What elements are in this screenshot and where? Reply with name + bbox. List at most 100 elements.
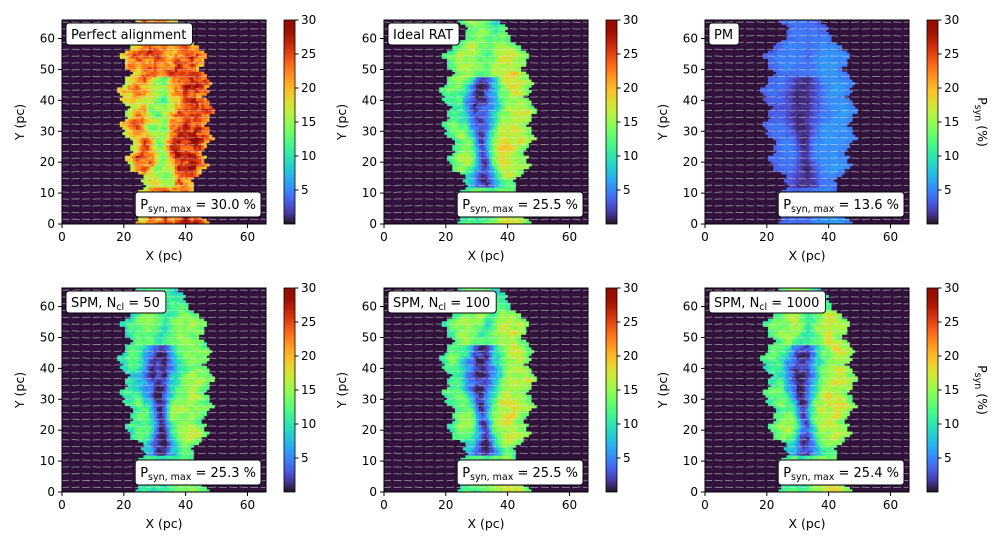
axes-frame <box>704 287 910 493</box>
y-tick-label: 60 <box>362 32 377 46</box>
panel-title-badge: Perfect alignment <box>65 22 193 46</box>
y-tick-label: 60 <box>40 300 55 314</box>
x-tick-label: 60 <box>883 230 898 244</box>
colorbar-tick-label: 15 <box>944 383 959 397</box>
colorbar-tick-label: 10 <box>301 149 316 163</box>
colorbar-tick-label: 15 <box>623 115 638 129</box>
colorbar-tick-label: 25 <box>623 47 638 61</box>
colorbar-tick-label: 30 <box>944 281 959 295</box>
colorbar-tick-label: 30 <box>301 281 316 295</box>
y-tick-label: 60 <box>362 300 377 314</box>
y-tick-label: 0 <box>369 217 377 231</box>
y-axis-label: Y (pc) <box>655 104 670 141</box>
colorbar-tick-label: 10 <box>944 149 959 163</box>
y-tick-label: 0 <box>690 217 698 231</box>
colorbar-tick-label: 20 <box>944 81 959 95</box>
colorbar-tick-label: 20 <box>623 349 638 363</box>
x-tick-label: 60 <box>240 230 255 244</box>
x-axis-label: X (pc) <box>788 248 825 263</box>
y-tick-label: 40 <box>683 93 698 107</box>
colorbar-tick-label: 5 <box>301 451 309 465</box>
x-axis-label: X (pc) <box>145 516 182 531</box>
y-tick-label: 30 <box>683 124 698 138</box>
y-tick-label: 60 <box>40 32 55 46</box>
y-tick-label: 50 <box>40 62 55 76</box>
y-tick-label: 50 <box>362 62 377 76</box>
max-polarization-text: Psyn, max = 30.0 % <box>140 198 256 215</box>
panel-title: SPM, Ncl = 1000 <box>714 296 819 313</box>
x-tick-label: 0 <box>701 230 709 244</box>
colorbar-tick-label: 30 <box>944 13 959 27</box>
colorbar-tick-label: 15 <box>301 115 316 129</box>
colorbar-tick-label: 10 <box>623 417 638 431</box>
x-tick-label: 60 <box>240 498 255 512</box>
y-axis-label: Y (pc) <box>12 104 27 141</box>
axes-frame <box>704 19 910 225</box>
x-tick-label: 40 <box>500 230 515 244</box>
y-tick-label: 60 <box>683 32 698 46</box>
max-polarization-badge: Psyn, max = 25.4 % <box>777 459 905 486</box>
y-tick-label: 50 <box>683 330 698 344</box>
colorbar-tick-label: 5 <box>944 183 952 197</box>
panel-title-badge: SPM, Ncl = 50 <box>65 290 167 314</box>
x-tick-label: 40 <box>500 498 515 512</box>
y-tick-label: 40 <box>362 361 377 375</box>
y-tick-label: 10 <box>362 186 377 200</box>
colorbar-tick-label: 15 <box>301 383 316 397</box>
max-polarization-text: Psyn, max = 25.5 % <box>462 466 578 483</box>
panel-title: Ideal RAT <box>393 28 453 43</box>
x-axis-label: X (pc) <box>467 516 504 531</box>
colorbar-tick-label: 5 <box>944 451 952 465</box>
y-tick-label: 30 <box>40 392 55 406</box>
x-tick-label: 0 <box>58 230 66 244</box>
y-tick-label: 40 <box>683 361 698 375</box>
colorbar-tick-label: 15 <box>623 383 638 397</box>
max-polarization-badge: Psyn, max = 25.5 % <box>456 191 584 218</box>
heatmap-cells <box>117 20 215 224</box>
x-tick-label: 20 <box>116 498 131 512</box>
y-tick-label: 10 <box>40 454 55 468</box>
colorbar-tick-label: 10 <box>301 417 316 431</box>
panel-title-badge: PM <box>708 22 740 46</box>
x-tick-label: 40 <box>821 230 836 244</box>
y-tick-label: 20 <box>683 423 698 437</box>
max-polarization-text: Psyn, max = 13.6 % <box>783 198 899 215</box>
colorbar-label: Psyn (%) <box>972 97 990 147</box>
colorbar-tick-label: 30 <box>623 281 638 295</box>
max-polarization-badge: Psyn, max = 13.6 % <box>777 191 905 218</box>
x-axis-label: X (pc) <box>788 516 825 531</box>
x-tick-label: 40 <box>178 230 193 244</box>
colorbar <box>926 287 939 493</box>
max-polarization-badge: Psyn, max = 25.3 % <box>134 459 262 486</box>
y-tick-label: 10 <box>683 454 698 468</box>
x-tick-label: 20 <box>759 230 774 244</box>
x-axis-label: X (pc) <box>145 248 182 263</box>
axes-frame <box>61 287 267 493</box>
axes-frame <box>61 19 267 225</box>
y-tick-label: 50 <box>40 330 55 344</box>
colorbar-label: Psyn (%) <box>972 365 990 415</box>
x-tick-label: 20 <box>438 498 453 512</box>
axes-frame <box>383 287 589 493</box>
max-polarization-badge: Psyn, max = 25.5 % <box>456 459 584 486</box>
colorbar-tick-label: 25 <box>944 315 959 329</box>
y-tick-label: 50 <box>683 62 698 76</box>
panel-title-badge: SPM, Ncl = 100 <box>387 290 497 314</box>
y-tick-label: 10 <box>362 454 377 468</box>
y-tick-label: 0 <box>369 485 377 499</box>
x-tick-label: 60 <box>883 498 898 512</box>
max-polarization-text: Psyn, max = 25.3 % <box>140 466 256 483</box>
y-axis-label: Y (pc) <box>12 372 27 409</box>
y-tick-label: 0 <box>47 485 55 499</box>
heatmap-cells <box>760 20 858 224</box>
colorbar-tick-label: 20 <box>301 81 316 95</box>
colorbar-tick-label: 5 <box>623 183 631 197</box>
colorbar-tick-label: 5 <box>301 183 309 197</box>
